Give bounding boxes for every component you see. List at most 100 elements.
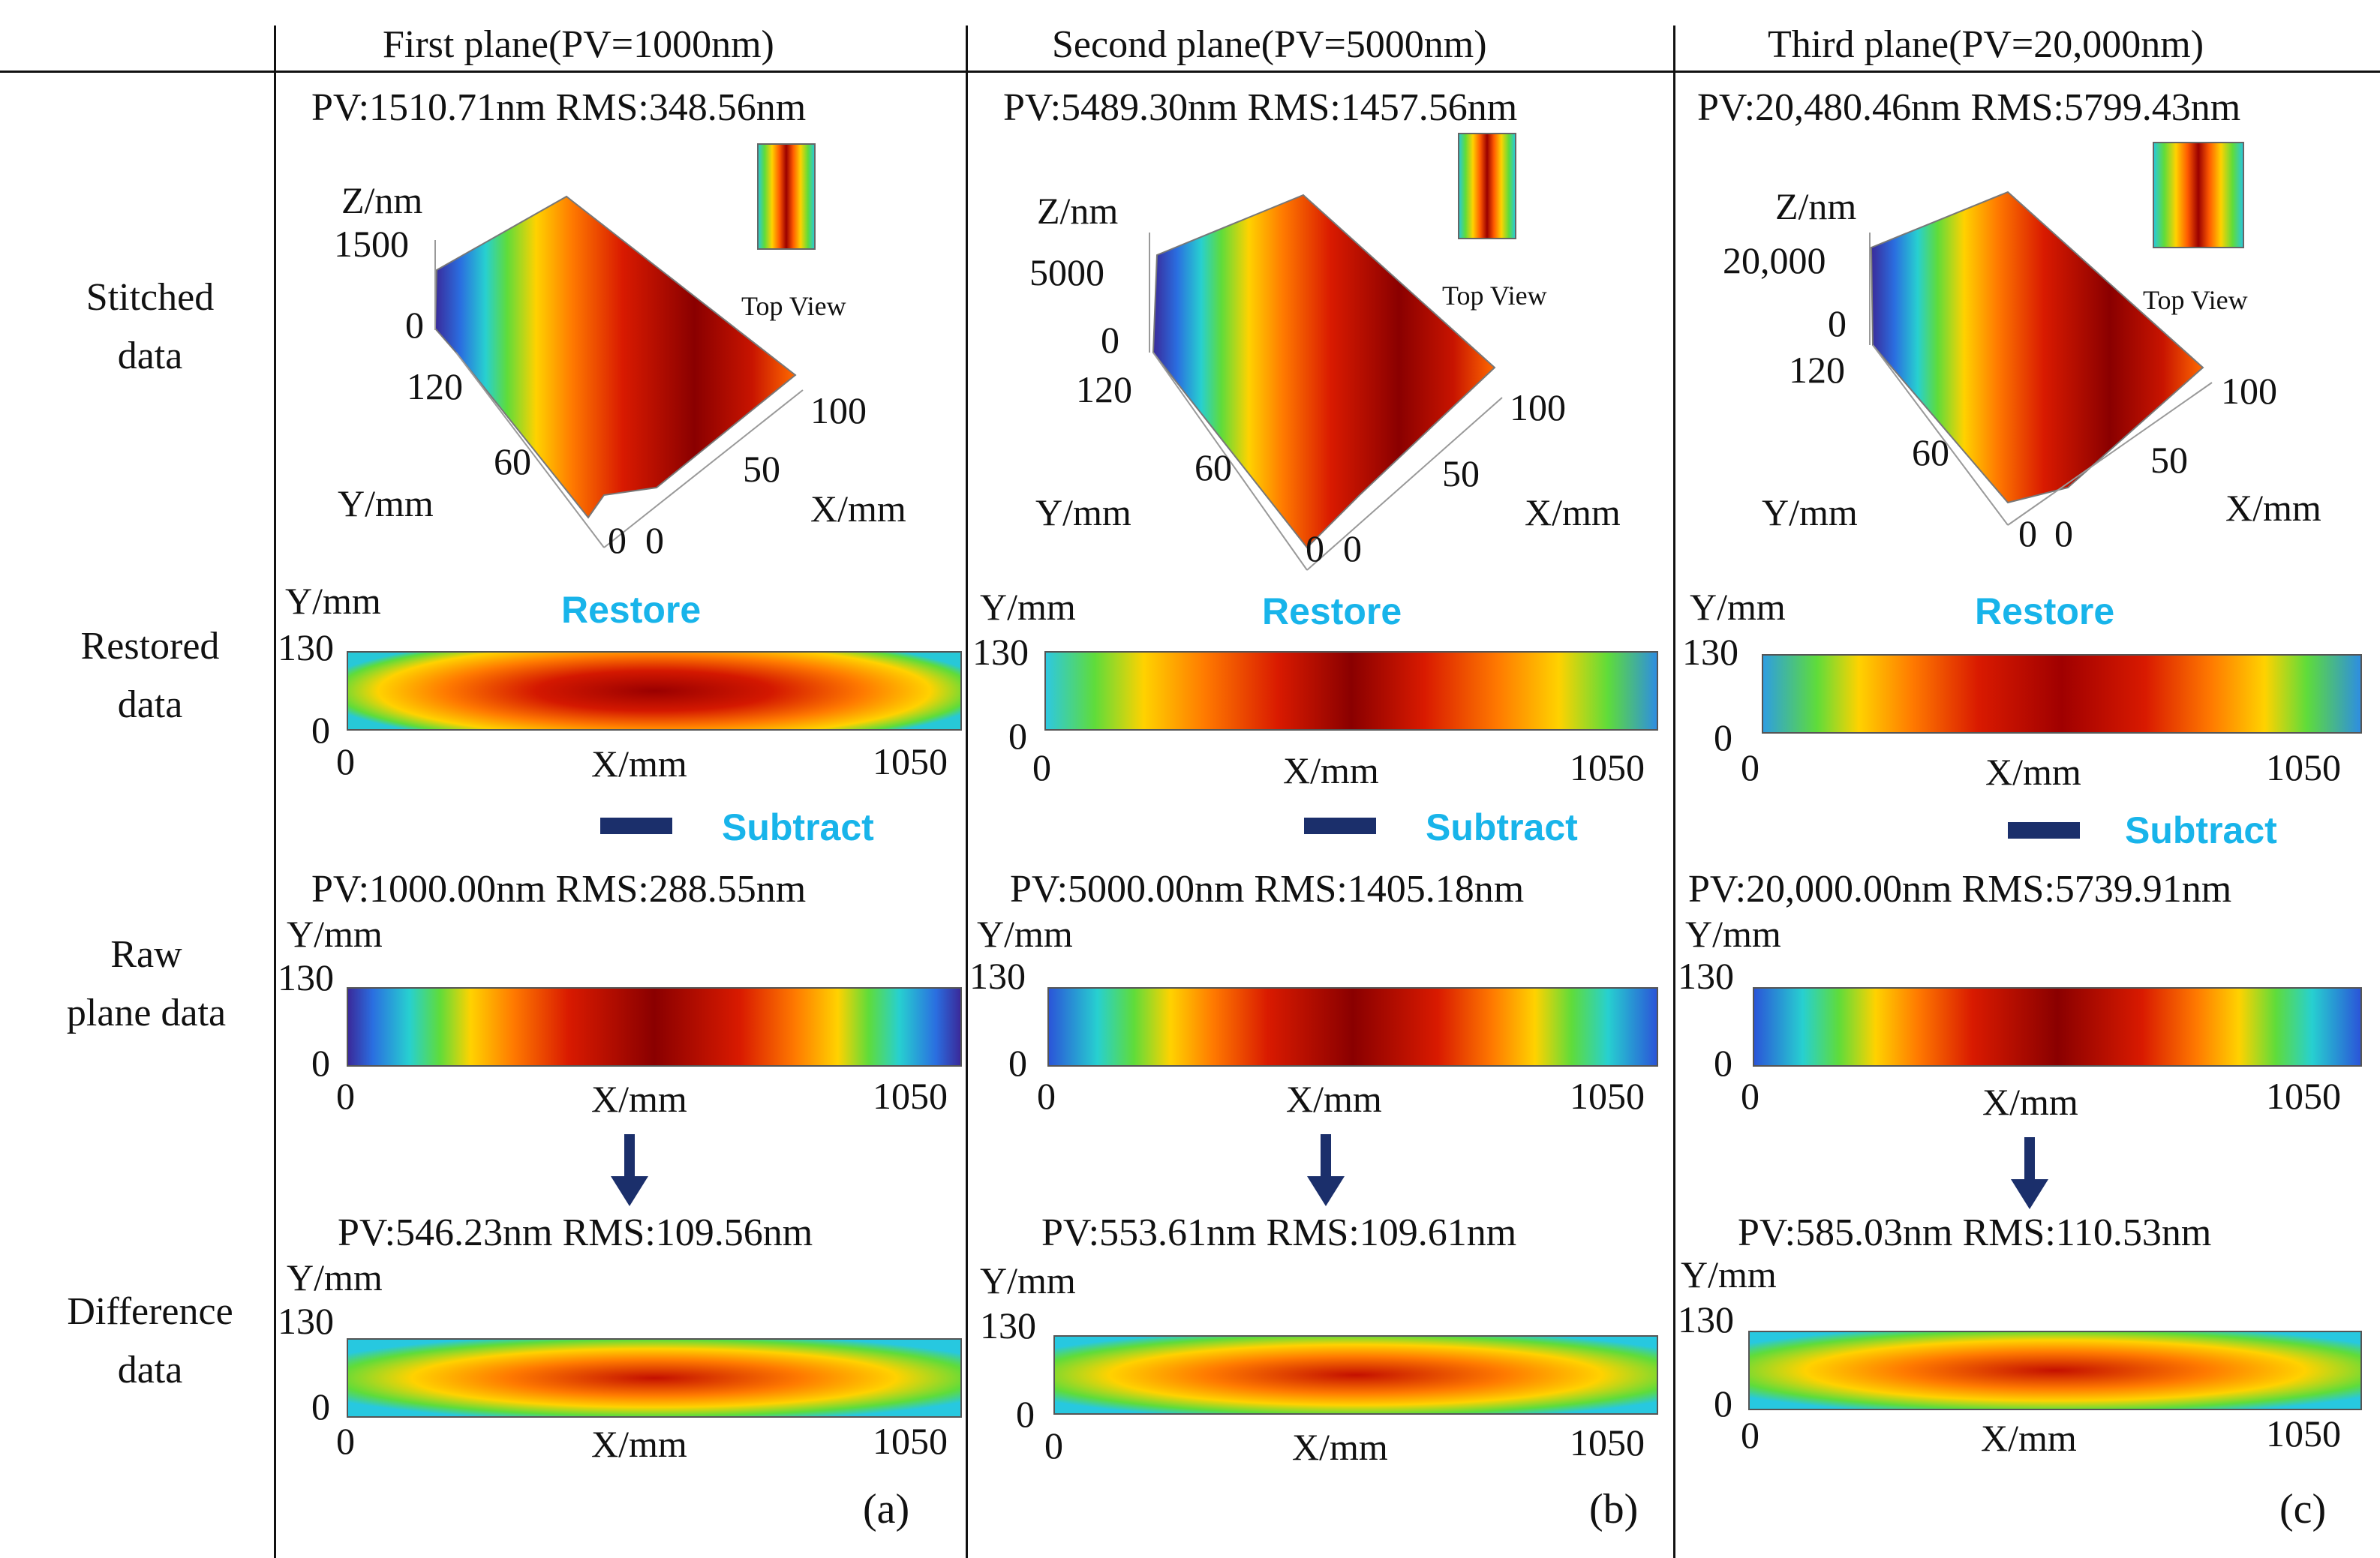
restored-ymin-b: 0 — [1008, 715, 1027, 757]
raw-stats-a: PV:1000.00nm RMS:288.55nm — [311, 868, 807, 911]
row-label-restored-line1: Restored — [80, 625, 220, 668]
surf-xzero-c: 0 — [2054, 512, 2073, 554]
restored-map-a — [347, 651, 962, 731]
top-view-label-c: Top View — [2143, 285, 2248, 315]
surface-b-y-axis — [1152, 352, 1308, 571]
raw-ymax-b: 130 — [969, 955, 1026, 997]
diff-ylabel-a: Y/mm — [287, 1256, 383, 1298]
stitched-stats-a: PV:1510.71nm RMS:348.56nm — [311, 86, 807, 129]
restored-map-c — [1762, 654, 2362, 734]
diff-xmax-a: 1050 — [873, 1420, 948, 1462]
restored-xmax-b: 1050 — [1570, 746, 1645, 788]
row-label-stitched-line1: Stitched — [86, 276, 215, 319]
diff-xlabel-a: X/mm — [591, 1423, 687, 1465]
raw-ylabel-c: Y/mm — [1685, 913, 1781, 955]
z-zero-c: 0 — [1828, 302, 1847, 344]
restored-xmin-c: 0 — [1741, 746, 1759, 788]
diff-xmin-a: 0 — [336, 1420, 355, 1462]
panel-tag-a: (a) — [863, 1486, 910, 1532]
z-label-b: Z/nm — [1037, 190, 1119, 232]
column-divider-1 — [274, 26, 276, 1558]
z-label-c: Z/nm — [1775, 185, 1857, 227]
surface-plot-a — [434, 143, 816, 548]
surface-plot-b — [1149, 133, 1516, 571]
column-divider-3 — [1673, 26, 1675, 1558]
top-view-b — [1458, 133, 1516, 239]
diff-stats-b: PV:553.61nm RMS:109.61nm — [1041, 1211, 1517, 1254]
z-max-a: 1500 — [334, 223, 409, 265]
restored-ymin-c: 0 — [1714, 716, 1732, 758]
raw-ymin-c: 0 — [1714, 1042, 1732, 1084]
raw-xlabel-b: X/mm — [1286, 1078, 1382, 1120]
restored-xmax-c: 1050 — [2266, 746, 2341, 788]
diff-xlabel-c: X/mm — [1981, 1417, 2077, 1459]
surface-a-x-axis — [603, 389, 804, 548]
row-label-raw-line2: plane data — [66, 992, 227, 1034]
restored-map-b — [1044, 651, 1658, 731]
restore-label-b: Restore — [1262, 590, 1402, 632]
row-label-difference-line2: data — [117, 1349, 183, 1391]
diff-stats-a: PV:546.23nm RMS:109.56nm — [338, 1211, 813, 1254]
subtract-dash-icon-c — [2008, 822, 2080, 839]
restored-xlabel-a: X/mm — [591, 743, 687, 785]
surf-ylabel-a: Y/mm — [338, 482, 434, 524]
raw-map-a — [347, 987, 962, 1067]
diff-ymax-b: 130 — [980, 1304, 1036, 1346]
raw-stats-b: PV:5000.00nm RMS:1405.18nm — [1010, 868, 1525, 911]
stitched-stats-b: PV:5489.30nm RMS:1457.56nm — [1003, 86, 1518, 129]
restored-ylabel-b: Y/mm — [980, 586, 1076, 628]
diff-ymax-a: 130 — [278, 1300, 334, 1342]
subtract-label-c: Subtract — [2125, 809, 2277, 851]
panel-tag-c: (c) — [2279, 1486, 2327, 1532]
restored-xlabel-b: X/mm — [1283, 749, 1379, 791]
raw-xmin-a: 0 — [336, 1075, 355, 1117]
surf-xzero-b: 0 — [1343, 527, 1362, 569]
row-label-difference-line1: Difference — [67, 1290, 233, 1333]
surf-x50-a: 50 — [743, 448, 780, 490]
restored-ymax-b: 130 — [972, 631, 1029, 673]
raw-stats-c: PV:20,000.00nm RMS:5739.91nm — [1688, 868, 2232, 911]
header-divider — [0, 71, 2380, 73]
surf-x100-c: 100 — [2221, 370, 2277, 412]
row-label-difference: Difference data — [38, 1283, 263, 1400]
restored-ymin-a: 0 — [311, 709, 330, 751]
surf-xzero-a: 0 — [645, 519, 664, 561]
difference-map-c — [1748, 1331, 2362, 1410]
raw-map-c — [1753, 987, 2362, 1067]
down-arrow-icon-b — [1307, 1134, 1345, 1206]
z-zero-b: 0 — [1101, 319, 1119, 361]
raw-ymax-c: 130 — [1678, 955, 1734, 997]
subtract-label-b: Subtract — [1426, 806, 1578, 848]
surface-b-x-axis — [1306, 397, 1503, 571]
surf-y120-a: 120 — [407, 365, 463, 407]
surf-y120-b: 120 — [1076, 368, 1132, 410]
raw-xmax-b: 1050 — [1570, 1075, 1645, 1117]
restored-ylabel-c: Y/mm — [1690, 586, 1786, 628]
surface-plot-c — [1869, 142, 2244, 526]
top-view-c — [2153, 142, 2244, 248]
restored-xmax-a: 1050 — [873, 740, 948, 782]
raw-ymin-a: 0 — [311, 1042, 330, 1084]
row-label-restored: Restored data — [38, 617, 263, 734]
surf-y60-c: 60 — [1912, 431, 1949, 473]
down-arrow-icon-c — [2011, 1137, 2048, 1209]
raw-map-b — [1047, 987, 1658, 1067]
top-view-label-b: Top View — [1442, 281, 1547, 311]
diff-xlabel-b: X/mm — [1292, 1426, 1388, 1468]
restored-ylabel-a: Y/mm — [285, 580, 381, 622]
diff-ymax-c: 130 — [1678, 1298, 1734, 1340]
surf-x50-b: 50 — [1442, 452, 1480, 494]
surface-b — [1152, 194, 1496, 549]
panel-a: First plane(PV=1000nm) PV:1510.71nm RMS:… — [278, 0, 963, 1558]
column-divider-2 — [966, 26, 968, 1558]
surf-x100-b: 100 — [1510, 386, 1566, 428]
raw-xmin-b: 0 — [1037, 1075, 1056, 1117]
stitched-stats-c: PV:20,480.46nm RMS:5799.43nm — [1697, 86, 2241, 129]
diff-ymin-a: 0 — [311, 1385, 330, 1427]
raw-ymax-a: 130 — [278, 956, 334, 998]
surf-ylabel-c: Y/mm — [1762, 491, 1858, 533]
raw-ylabel-b: Y/mm — [977, 913, 1073, 955]
raw-ylabel-a: Y/mm — [287, 913, 383, 955]
restored-xlabel-c: X/mm — [1985, 751, 2081, 793]
surf-xlabel-a: X/mm — [810, 488, 906, 530]
